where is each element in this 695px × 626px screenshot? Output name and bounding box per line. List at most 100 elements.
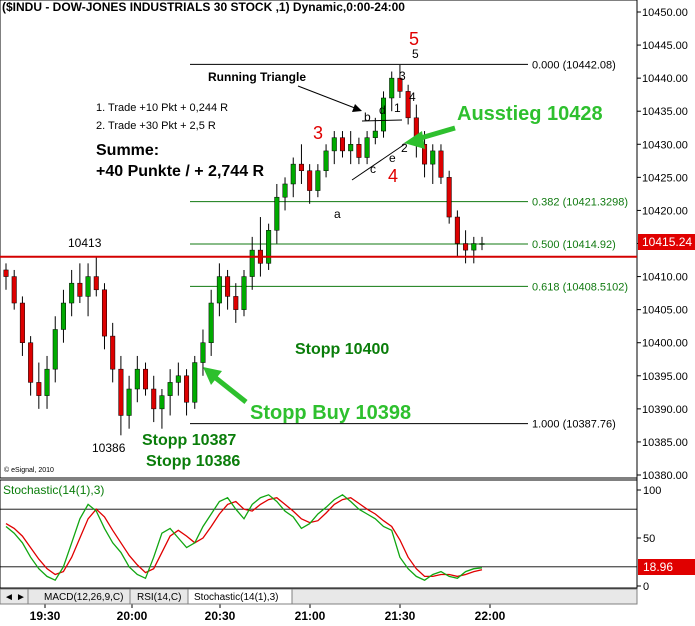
fib-label: 0.000 (10442.08)	[532, 59, 616, 71]
stochastic-d-line	[5, 496, 483, 578]
candle-body	[118, 368, 124, 416]
wave-3-label: 3	[313, 123, 323, 143]
candle-body	[266, 230, 272, 264]
time-tick-label: 21:30	[385, 609, 416, 623]
candle-body	[28, 342, 34, 383]
time-tick-label: 21:00	[295, 609, 326, 623]
stochastic-tick-label: 50	[643, 533, 655, 545]
candle-body	[184, 375, 190, 403]
candle-body	[298, 163, 304, 171]
candle-body	[93, 276, 99, 291]
stochastic-tick-label: 100	[643, 485, 661, 497]
stochastic-tick-label: 0	[643, 581, 649, 593]
candle-body	[69, 282, 75, 304]
fib-label: 0.500 (10414.92)	[532, 239, 616, 251]
tab-macd[interactable]: MACD(12,26,9,C)	[27, 588, 131, 605]
tab-scroll-right-icon[interactable]: ►	[16, 592, 26, 603]
candle-body	[200, 342, 206, 363]
candle-body	[36, 382, 42, 396]
stochastic-axis: 100 50 0	[637, 485, 661, 593]
trade-2-label: 2. Trade +30 Pkt + 2,5 R	[96, 120, 216, 132]
candle-body	[19, 302, 25, 343]
fibonacci-levels: 0.000 (10442.08) 0.382 (10421.3298) 0.500 …	[190, 59, 628, 431]
price-tick-label: 10410.00	[642, 272, 688, 284]
candle-body	[151, 388, 157, 410]
price-tick-label: 10435.00	[642, 106, 688, 118]
time-tick-label: 19:30	[30, 609, 61, 623]
candle-body	[77, 282, 83, 297]
candle-body	[348, 144, 354, 152]
candle-body	[290, 163, 296, 185]
stochastic-last-value: 18.96	[643, 560, 673, 574]
candle-body	[372, 130, 378, 138]
candle-body	[430, 150, 436, 165]
summe-label: Summe:	[96, 142, 159, 159]
tab-stochastic[interactable]: Stochastic(14(1),3)	[187, 588, 293, 605]
trade-1-label: 1. Trade +10 Pkt + 0,244 R	[96, 102, 228, 114]
price-tick-label: 10390.00	[642, 404, 688, 416]
price-tick-label: 10380.00	[642, 470, 688, 482]
candlesticks	[3, 64, 485, 436]
price-tick-label: 10400.00	[642, 338, 688, 350]
stopp-10400-label: Stopp 10400	[295, 341, 389, 358]
candle-body	[52, 329, 58, 370]
candle-body	[3, 269, 9, 277]
time-tick-label: 20:00	[117, 609, 148, 623]
candle-body	[282, 183, 288, 198]
price-tick-label: 10425.00	[642, 172, 688, 184]
candle-body	[422, 144, 428, 165]
candle-body	[159, 395, 165, 410]
candle-body	[241, 276, 247, 310]
triangle-upper-line	[361, 119, 403, 122]
wave-4-label: 4	[388, 166, 398, 186]
tab-stochastic-label: Stochastic(14(1),3)	[194, 592, 278, 603]
price-tick-label: 10450.00	[642, 7, 688, 19]
candle-body	[307, 170, 313, 191]
stopp-buy-arrow	[203, 367, 248, 404]
wave-d-label: d	[379, 103, 386, 117]
stochastic-last-box	[638, 559, 695, 575]
running-triangle-arrowhead	[352, 104, 362, 112]
candle-body	[397, 77, 403, 92]
candle-body	[315, 170, 321, 191]
wave-b-label: b	[364, 110, 371, 124]
label-10386: 10386	[92, 441, 126, 455]
candle-body	[331, 137, 337, 152]
time-tick-label: 22:00	[475, 609, 506, 623]
stopp-10386-label: Stopp 10386	[146, 453, 240, 470]
chart-title: ($INDU - DOW-JONES INDUSTRIALS 30 STOCK …	[2, 0, 405, 14]
sub-wave-3-label: 3	[399, 69, 406, 83]
running-triangle-label: Running Triangle	[208, 70, 306, 84]
candle-body	[364, 137, 370, 158]
candle-body	[85, 276, 91, 297]
price-tick-label: 10405.00	[642, 305, 688, 317]
candle-body	[134, 368, 140, 390]
running-triangle-pointer	[297, 85, 361, 111]
price-tick-label: 10395.00	[642, 371, 688, 383]
wave-5-red-label: 5	[409, 29, 419, 49]
candle-body	[192, 362, 198, 403]
candle-body	[479, 243, 485, 245]
tab-scroll-left-icon[interactable]: ◄	[4, 592, 14, 603]
wave-c-label: c	[370, 162, 376, 176]
candle-body	[405, 91, 411, 119]
tab-rsi[interactable]: RSI(14,C)	[129, 588, 189, 605]
tab-rsi-label: RSI(14,C)	[137, 592, 181, 603]
last-price-value: 10415.24	[642, 235, 692, 249]
fib-label: 0.618 (10408.5102)	[532, 281, 628, 293]
candle-body	[339, 137, 345, 152]
candle-body	[463, 243, 469, 251]
candle-body	[208, 302, 214, 343]
candle-body	[249, 249, 255, 277]
candle-body	[175, 375, 181, 383]
stopp-buy-label: Stopp Buy 10398	[250, 402, 411, 424]
label-10413: 10413	[68, 236, 102, 250]
stochastic-k-line	[5, 494, 483, 582]
triangle-lower-line	[351, 143, 406, 181]
candle-body	[126, 388, 132, 416]
candle-body	[225, 276, 231, 297]
candle-body	[381, 97, 387, 132]
candle-body	[389, 77, 395, 99]
sub-wave-2-label: 2	[401, 141, 408, 155]
